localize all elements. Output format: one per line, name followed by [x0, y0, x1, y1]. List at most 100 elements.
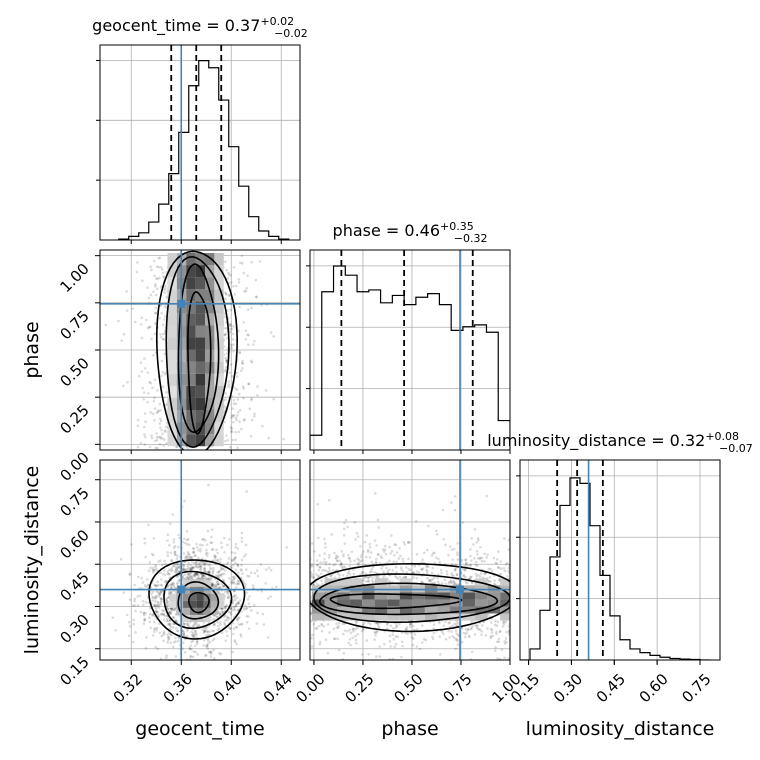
scatter-point [220, 541, 223, 545]
scatter-point [262, 623, 266, 626]
scatter-point [163, 430, 167, 433]
scatter-point [451, 558, 455, 561]
scatter-point [378, 645, 381, 648]
scatter-point [223, 333, 226, 337]
scatter-point [393, 543, 397, 546]
scatter-point [174, 569, 178, 572]
scatter-point [324, 560, 328, 564]
scatter-point [213, 559, 217, 562]
scatter-point [323, 537, 326, 541]
scatter-point [438, 635, 442, 638]
scatter-point [218, 627, 221, 631]
scatter-point [342, 534, 346, 537]
title-plus: +0.02 [260, 15, 294, 28]
scatter-point [253, 571, 257, 575]
scatter-point [491, 634, 495, 638]
scatter-point [145, 636, 148, 639]
scatter-point [348, 564, 352, 568]
scatter-point [365, 534, 369, 537]
scatter-point [213, 554, 216, 557]
scatter-point [239, 633, 243, 636]
scatter-point [207, 570, 210, 574]
scatter-point [368, 556, 372, 559]
scatter-point [230, 551, 234, 554]
scatter-point [229, 607, 232, 611]
scatter-point [503, 639, 506, 643]
scatter-point [161, 371, 165, 374]
scatter-point [188, 646, 191, 650]
scatter-point [162, 639, 165, 643]
scatter-point [269, 568, 273, 572]
scatter-point [192, 550, 196, 554]
scatter-point [206, 563, 210, 567]
scatter-point [176, 563, 180, 566]
scatter-point [146, 371, 150, 374]
scatter-point [227, 271, 230, 275]
scatter-point [502, 622, 506, 626]
density-cell [186, 422, 196, 435]
scatter-point [194, 650, 197, 654]
scatter-point [386, 570, 389, 573]
scatter-point [361, 627, 365, 631]
scatter-point [224, 293, 228, 296]
density-cell [169, 593, 177, 601]
scatter-point [194, 630, 197, 633]
scatter-point [365, 580, 368, 583]
scatter-point [161, 271, 165, 275]
scatter-point [163, 559, 167, 563]
scatter-point [173, 550, 177, 554]
scatter-point [226, 561, 230, 565]
scatter-point [421, 567, 425, 571]
scatter-point [174, 565, 178, 569]
scatter-point [143, 435, 147, 439]
scatter-point [175, 568, 178, 571]
scatter-point [401, 644, 404, 648]
scatter-point [152, 603, 155, 606]
scatter-point [211, 567, 215, 570]
scatter-point [216, 571, 219, 574]
scatter-point [363, 576, 366, 580]
scatter-point [192, 547, 195, 550]
scatter-point [326, 570, 330, 574]
scatter-point [470, 575, 473, 579]
scatter-point [474, 563, 478, 567]
scatter-point [455, 573, 459, 576]
scatter-point [201, 628, 204, 631]
density-cell [190, 593, 197, 601]
density-cell [186, 385, 196, 398]
scatter-point [421, 558, 425, 562]
scatter-point [312, 583, 316, 586]
scatter-point [335, 559, 339, 562]
scatter-point [244, 329, 248, 333]
scatter-point [439, 568, 443, 572]
scatter-point [156, 590, 160, 594]
scatter-point [242, 387, 246, 390]
scatter-point [151, 553, 155, 557]
scatter-point [212, 569, 215, 573]
density-cell [167, 253, 177, 266]
scatter-point [165, 605, 169, 608]
scatter-point [205, 543, 209, 546]
scatter-point [219, 573, 223, 577]
scatter-point [104, 323, 108, 327]
scatter-point [232, 325, 235, 328]
scatter-point [237, 278, 241, 281]
scatter-point [470, 650, 474, 654]
scatter-point [189, 575, 192, 579]
scatter-point [237, 430, 241, 434]
scatter-point [477, 573, 480, 577]
scatter-point [212, 622, 216, 626]
scatter-point [337, 648, 341, 652]
scatter-point [211, 582, 214, 586]
scatter-point [154, 645, 157, 649]
scatter-point [474, 560, 478, 564]
scatter-point [205, 644, 209, 648]
scatter-point [310, 575, 313, 578]
scatter-point [234, 568, 238, 572]
density-cell [195, 349, 205, 362]
scatter-point [154, 565, 157, 569]
scatter-point [174, 570, 177, 574]
density-cell [167, 289, 177, 302]
scatter-point [144, 420, 147, 424]
scatter-point [502, 620, 506, 623]
